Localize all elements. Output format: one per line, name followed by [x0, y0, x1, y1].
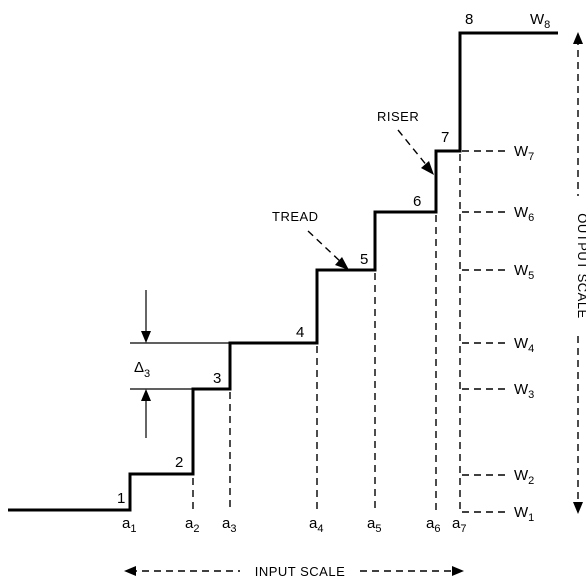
step-number: 3: [213, 370, 221, 387]
step-number: 1: [117, 490, 125, 507]
output-level-label: W8: [530, 11, 550, 31]
step-number: 2: [175, 454, 183, 471]
output-level-label: W2: [514, 467, 534, 487]
riser-pointer: [398, 130, 428, 167]
step-number: 4: [296, 324, 304, 341]
riser-arrowhead: [421, 161, 434, 175]
input-level-label: a7: [452, 515, 466, 535]
staircase-curve: [8, 33, 558, 510]
step-number: 5: [360, 251, 368, 268]
input-scale-label: INPUT SCALE: [255, 564, 346, 577]
input-level-label: a3: [222, 515, 236, 535]
step-number: 7: [441, 129, 449, 146]
delta-dimension: [130, 290, 232, 438]
step-number: 8: [465, 11, 473, 28]
output-level-label: W6: [514, 204, 534, 224]
tread-label: TREAD: [272, 209, 319, 224]
output-level-label: W1: [514, 504, 534, 524]
output-level-label: W4: [514, 335, 534, 355]
input-level-labels: a1 a2 a3 a4 a5 a6 a7: [122, 515, 466, 535]
input-level-label: a4: [309, 515, 323, 535]
output-level-labels: W1 W2 W3 W4 W5 W6 W7 W8: [514, 11, 550, 524]
delta-label: Δ3: [134, 359, 150, 380]
output-scale-label: OUTPUT SCALE: [575, 213, 586, 318]
step-number: 6: [413, 193, 421, 210]
output-level-dashes: [462, 151, 508, 512]
output-level-label: W3: [514, 381, 534, 401]
input-level-label: a2: [185, 515, 199, 535]
output-level-label: W5: [514, 262, 534, 282]
riser-label: RISER: [377, 109, 419, 124]
input-level-label: a5: [367, 515, 381, 535]
tread-pointer: [308, 231, 343, 264]
step-numbers: 1 2 3 4 5 6 7 8: [117, 11, 473, 507]
input-level-label: a1: [122, 515, 136, 535]
output-level-label: W7: [514, 143, 534, 163]
input-level-label: a6: [426, 515, 440, 535]
